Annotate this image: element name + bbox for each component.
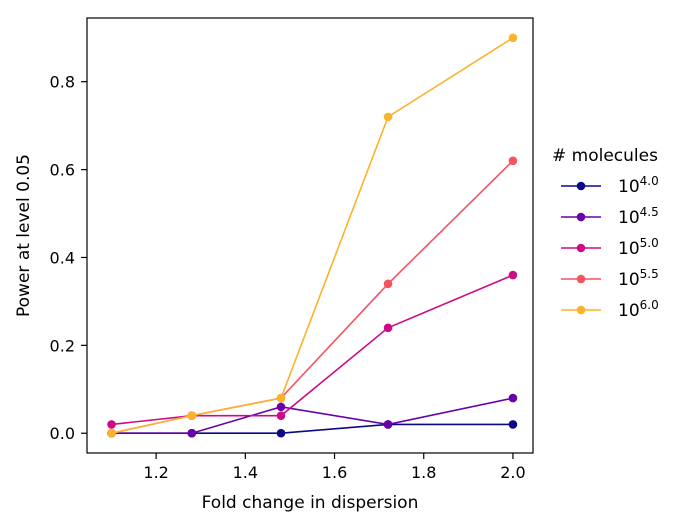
- y-tick-label: 0.2: [50, 336, 75, 355]
- series: [107, 33, 518, 438]
- legend-label: 105.5: [618, 267, 659, 290]
- legend-item: 105.5: [561, 267, 659, 290]
- legend-item: 105.0: [561, 236, 659, 259]
- legend-swatch-marker: [576, 274, 586, 284]
- data-point: [107, 428, 116, 438]
- data-point: [187, 428, 197, 438]
- data-point: [107, 420, 116, 429]
- data-point: [276, 428, 286, 438]
- legend-title: # molecules: [552, 146, 658, 166]
- axis-ticks: 1.2 1.4 1.6 1.8 2.0 0.0 0.2 0.4 0.6 0.8: [50, 73, 526, 482]
- legend-swatch-marker: [576, 305, 586, 315]
- data-point: [383, 420, 393, 429]
- x-tick-label: 1.8: [411, 463, 436, 482]
- legend-swatch-marker: [576, 243, 586, 253]
- x-tick-label: 2.0: [500, 463, 525, 482]
- series: [107, 270, 518, 429]
- data-point: [187, 411, 197, 420]
- data-point: [276, 411, 286, 420]
- data-point: [383, 279, 393, 289]
- legend-label: 106.0: [618, 298, 659, 321]
- legend-item: 104.0: [561, 174, 659, 197]
- x-axis-label: Fold change in dispersion: [202, 493, 419, 513]
- y-axis-label: Power at level 0.05: [14, 154, 34, 317]
- legend-swatch-marker: [576, 212, 586, 222]
- y-tick-label: 0.8: [50, 73, 75, 92]
- series-line: [111, 423, 513, 435]
- y-tick-label: 0.6: [50, 161, 75, 180]
- legend-label: 104.5: [618, 205, 659, 228]
- series: [107, 420, 518, 438]
- data-point: [276, 402, 286, 412]
- series-layer: [107, 33, 518, 438]
- legend-item: 106.0: [561, 298, 659, 321]
- data-point: [508, 33, 518, 43]
- plot-frame: [86, 17, 534, 454]
- series-line: [111, 160, 514, 435]
- series-line: [111, 37, 514, 435]
- data-point: [508, 393, 518, 403]
- legend-label: 105.0: [618, 236, 659, 259]
- x-tick-label: 1.6: [322, 463, 347, 482]
- y-tick-label: 0.4: [50, 248, 75, 267]
- series-line: [111, 274, 514, 426]
- x-tick-label: 1.2: [143, 463, 168, 482]
- x-tick-label: 1.4: [233, 463, 258, 482]
- legend-swatch-marker: [576, 181, 586, 191]
- series: [107, 156, 518, 438]
- legend-label: 104.0: [618, 174, 659, 197]
- y-tick-label: 0.0: [50, 424, 75, 443]
- data-point: [383, 323, 393, 333]
- data-point: [383, 112, 393, 122]
- legend-item: 104.5: [561, 205, 659, 228]
- data-point: [508, 270, 518, 280]
- data-point: [508, 420, 518, 429]
- legend: # molecules 104.0 104.5 105.0 105.5 106.0: [552, 146, 659, 321]
- series-line: [111, 397, 514, 435]
- data-point: [508, 156, 518, 166]
- data-point: [276, 393, 286, 403]
